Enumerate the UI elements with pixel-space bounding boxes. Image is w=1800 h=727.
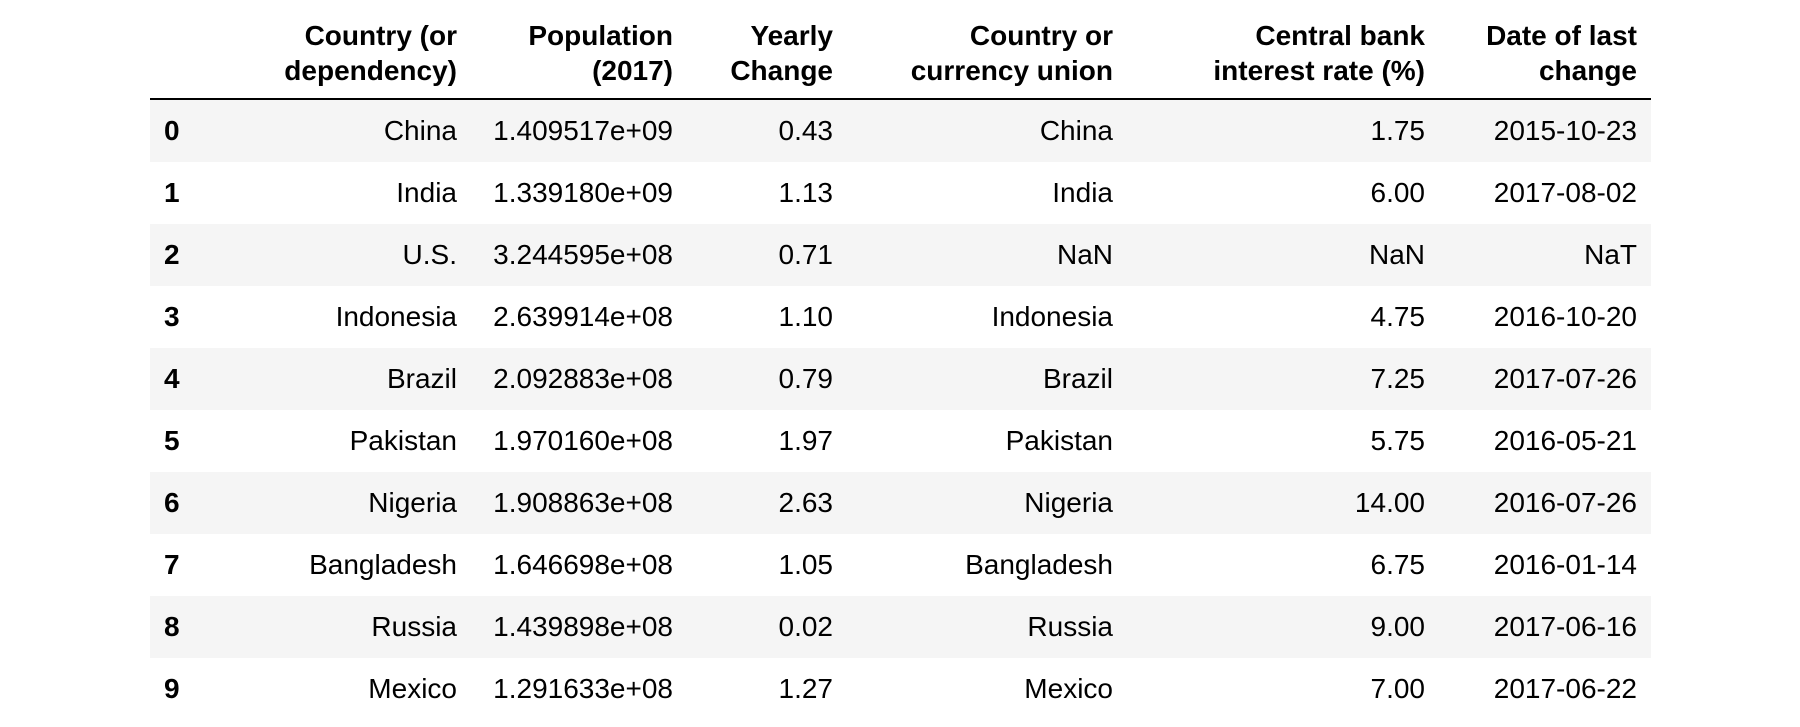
cell-country: Russia (371, 611, 457, 642)
cell-date-of-change: 2017-06-16 (1493, 611, 1637, 642)
cell-yearly-change: 0.71 (778, 239, 834, 270)
table-row: 5 Pakistan 1.970160e+08 1.97 Pakistan 5.75 201… (150, 410, 1651, 472)
cell-date-of-change: 2016-07-26 (1493, 487, 1637, 518)
row-index: 7 (164, 549, 180, 580)
table-row: 3 Indonesia 2.639914e+08 1.10 Indonesia 4.75 2… (150, 286, 1651, 348)
cell-population: 1.908863e+08 (493, 487, 673, 518)
cell-date-of-change: 2016-10-20 (1493, 301, 1637, 332)
header-population: Population (2017) (471, 0, 687, 100)
table-row: 1 India 1.339180e+09 1.13 India 6.00 2017-08-0… (150, 162, 1651, 224)
cell-currency-union: Mexico (1024, 673, 1113, 704)
table-header: Country (or dependency) Population (2017) … (150, 0, 1651, 100)
row-index: 2 (164, 239, 180, 270)
cell-interest-rate: 4.75 (1370, 301, 1426, 332)
cell-date-of-change: 2016-01-14 (1493, 549, 1637, 580)
cell-population: 1.970160e+08 (493, 425, 673, 456)
cell-date-of-change: 2016-05-21 (1493, 425, 1637, 456)
table-row: 7 Bangladesh 1.646698e+08 1.05 Bangladesh 6.7… (150, 534, 1651, 596)
cell-country: Brazil (386, 363, 457, 394)
cell-interest-rate: NaN (1368, 239, 1425, 270)
cell-date-of-change: NaT (1584, 239, 1637, 270)
cell-currency-union: China (1039, 115, 1113, 146)
cell-country: India (396, 177, 457, 208)
cell-currency-union: India (1052, 177, 1113, 208)
cell-yearly-change: 1.05 (778, 549, 834, 580)
row-index: 4 (164, 363, 180, 394)
cell-currency-union: Brazil (1042, 363, 1113, 394)
cell-population: 3.244595e+08 (493, 239, 673, 270)
table-row: 8 Russia 1.439898e+08 0.02 Russia 9.00 2017-06… (150, 596, 1651, 658)
table-row: 2 U.S. 3.244595e+08 0.71 NaN NaN NaT (150, 224, 1651, 286)
dataframe-output: Country (or dependency) Population (2017) … (150, 0, 1651, 720)
cell-yearly-change: 1.97 (778, 425, 834, 456)
cell-interest-rate: 14.00 (1354, 487, 1425, 518)
cell-currency-union: Bangladesh (965, 549, 1113, 580)
table-row: 9 Mexico 1.291633e+08 1.27 Mexico 7.00 2017-06… (150, 658, 1651, 720)
cell-yearly-change: 2.63 (778, 487, 834, 518)
table-row: 6 Nigeria 1.908863e+08 2.63 Nigeria 14.00 2016… (150, 472, 1651, 534)
row-index: 8 (164, 611, 180, 642)
row-index: 0 (164, 115, 180, 146)
row-index: 3 (164, 301, 180, 332)
cell-yearly-change: 1.13 (778, 177, 834, 208)
cell-country: Mexico (368, 673, 457, 704)
cell-population: 1.409517e+09 (493, 115, 673, 146)
cell-interest-rate: 1.75 (1370, 115, 1426, 146)
header-interest-rate: Central bank interest rate (%) (1127, 0, 1439, 100)
cell-interest-rate: 5.75 (1370, 425, 1426, 456)
cell-yearly-change: 0.79 (778, 363, 834, 394)
cell-population: 1.439898e+08 (493, 611, 673, 642)
cell-population: 1.646698e+08 (493, 549, 673, 580)
header-row: Country (or dependency) Population (2017) … (150, 0, 1651, 100)
cell-population: 2.639914e+08 (493, 301, 673, 332)
cell-country: China (383, 115, 457, 146)
cell-country: Bangladesh (309, 549, 457, 580)
cell-currency-union: NaN (1056, 239, 1113, 270)
cell-date-of-change: 2017-06-22 (1493, 673, 1637, 704)
header-currency-union: Country or currency union (847, 0, 1127, 100)
cell-country: Indonesia (335, 301, 457, 332)
cell-interest-rate: 6.75 (1370, 549, 1426, 580)
cell-country: Nigeria (368, 487, 457, 518)
cell-population: 1.291633e+08 (493, 673, 673, 704)
cell-currency-union: Nigeria (1024, 487, 1113, 518)
table-row: 4 Brazil 2.092883e+08 0.79 Brazil 7.25 2017-07… (150, 348, 1651, 410)
cell-interest-rate: 7.00 (1370, 673, 1426, 704)
cell-country: U.S. (402, 239, 457, 270)
cell-yearly-change: 1.27 (778, 673, 834, 704)
cell-currency-union: Indonesia (991, 301, 1113, 332)
cell-date-of-change: 2017-07-26 (1493, 363, 1637, 394)
header-date-of-change: Date of last change (1439, 0, 1651, 100)
cell-population: 2.092883e+08 (493, 363, 673, 394)
cell-currency-union: Russia (1027, 611, 1113, 642)
cell-date-of-change: 2017-08-02 (1493, 177, 1637, 208)
cell-yearly-change: 0.02 (778, 611, 834, 642)
header-yearly-change: Yearly Change (687, 0, 847, 100)
cell-yearly-change: 0.43 (778, 115, 834, 146)
header-country: Country (or dependency) (250, 0, 471, 100)
table-body: 0 China 1.409517e+09 0.43 China 1.75 2015-10-2… (150, 99, 1651, 720)
cell-yearly-change: 1.10 (778, 301, 834, 332)
table-row: 0 China 1.409517e+09 0.43 China 1.75 2015-10-2… (150, 99, 1651, 162)
cell-country: Pakistan (349, 425, 457, 456)
row-index: 1 (164, 177, 180, 208)
cell-population: 1.339180e+09 (493, 177, 673, 208)
row-index: 6 (164, 487, 180, 518)
cell-interest-rate: 7.25 (1370, 363, 1426, 394)
row-index: 9 (164, 673, 180, 704)
dataframe-table: Country (or dependency) Population (2017) … (150, 0, 1651, 720)
cell-interest-rate: 6.00 (1370, 177, 1426, 208)
row-index: 5 (164, 425, 180, 456)
header-index (150, 0, 250, 100)
cell-interest-rate: 9.00 (1370, 611, 1426, 642)
cell-date-of-change: 2015-10-23 (1493, 115, 1637, 146)
cell-currency-union: Pakistan (1005, 425, 1113, 456)
